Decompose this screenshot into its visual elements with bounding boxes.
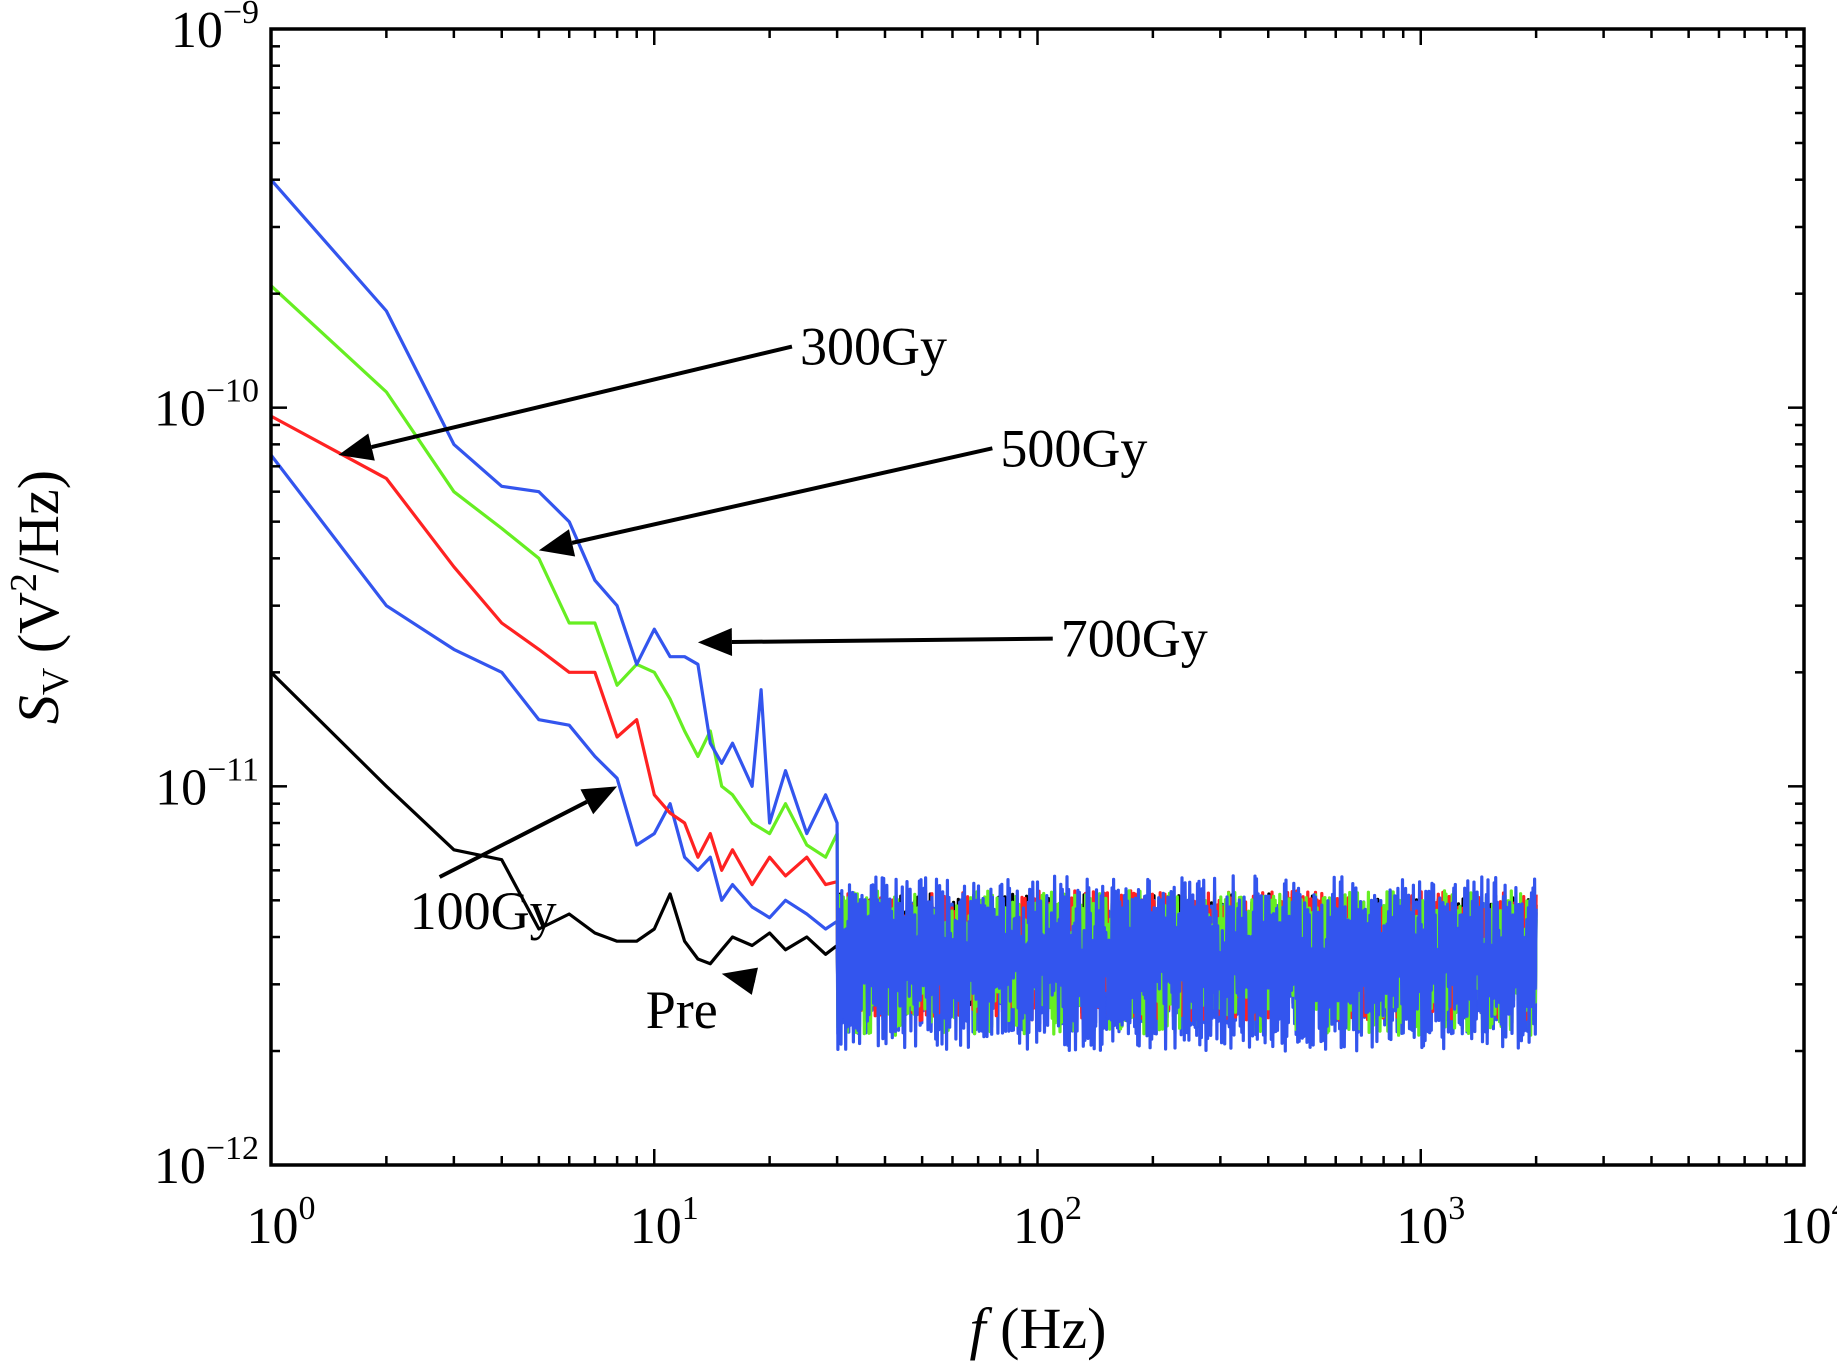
y-tick-label: 10−12 (154, 1130, 259, 1195)
y-tick-label-exp: −9 (223, 0, 259, 31)
y-tick-label-exp: −11 (207, 751, 259, 788)
x-tick-label-exp: 4 (1832, 1190, 1837, 1227)
x-tick-label: 101 (630, 1190, 699, 1255)
y-tick-label-base: 10 (154, 1138, 206, 1195)
y-tick-label-base: 10 (155, 759, 207, 816)
y-tick-label-exp: −12 (206, 1130, 259, 1167)
y-tick-label-base: 10 (154, 381, 206, 438)
y-tick-label-exp: −10 (206, 373, 259, 410)
annotation-arrow-700gy (732, 639, 1053, 642)
y-axis-symbol: S (6, 695, 71, 724)
x-tick-label-base: 10 (247, 1198, 299, 1255)
x-tick-label-base: 10 (1780, 1198, 1832, 1255)
x-tick-label-exp: 2 (1065, 1190, 1082, 1227)
annotation-arrowhead-700gy (698, 628, 732, 656)
annotation-label-700gy: 700Gy (1061, 609, 1208, 669)
annotation-label-500gy: 500Gy (1000, 418, 1147, 478)
annotation-arrowhead-500gy (539, 529, 575, 556)
x-tick-label-exp: 3 (1448, 1190, 1465, 1227)
y-tick-label: 10−11 (155, 751, 259, 816)
annotation-arrow-500gy (572, 448, 992, 543)
x-tick-label: 102 (1013, 1190, 1082, 1255)
annotation-arrow-100gy (440, 802, 587, 877)
y-axis-unit-sup: 2 (3, 573, 45, 592)
x-tick-label-exp: 0 (299, 1190, 316, 1227)
x-tick-label: 103 (1396, 1190, 1465, 1255)
x-tick-label-base: 10 (1013, 1198, 1065, 1255)
annotation-arrow-300gy (372, 347, 792, 448)
annotation-arrowhead-pre (722, 968, 758, 995)
annotation-label-pre: Pre (646, 980, 718, 1040)
annotation-label-100gy: 100Gy (410, 881, 557, 941)
x-tick-label-base: 10 (1396, 1198, 1448, 1255)
x-tick-label-exp: 1 (682, 1190, 699, 1227)
annotation-label-300gy: 300Gy (800, 317, 947, 377)
x-axis-title: f (Hz) (970, 1296, 1107, 1361)
x-tick-label: 104 (1780, 1190, 1837, 1255)
y-axis-unit-suffix: /Hz) (6, 470, 71, 573)
y-tick-label: 10−9 (171, 0, 259, 59)
y-axis-unit-prefix: (V (6, 592, 71, 653)
y-tick-label-base: 10 (171, 2, 223, 59)
y-tick-label: 10−10 (154, 373, 259, 438)
x-axis-unit: (Hz) (1000, 1296, 1106, 1361)
x-tick-label: 100 (247, 1190, 316, 1255)
y-axis-subscript: V (35, 667, 77, 695)
x-tick-label-base: 10 (630, 1198, 682, 1255)
y-axis-title: SV (V2/Hz) (3, 470, 77, 724)
